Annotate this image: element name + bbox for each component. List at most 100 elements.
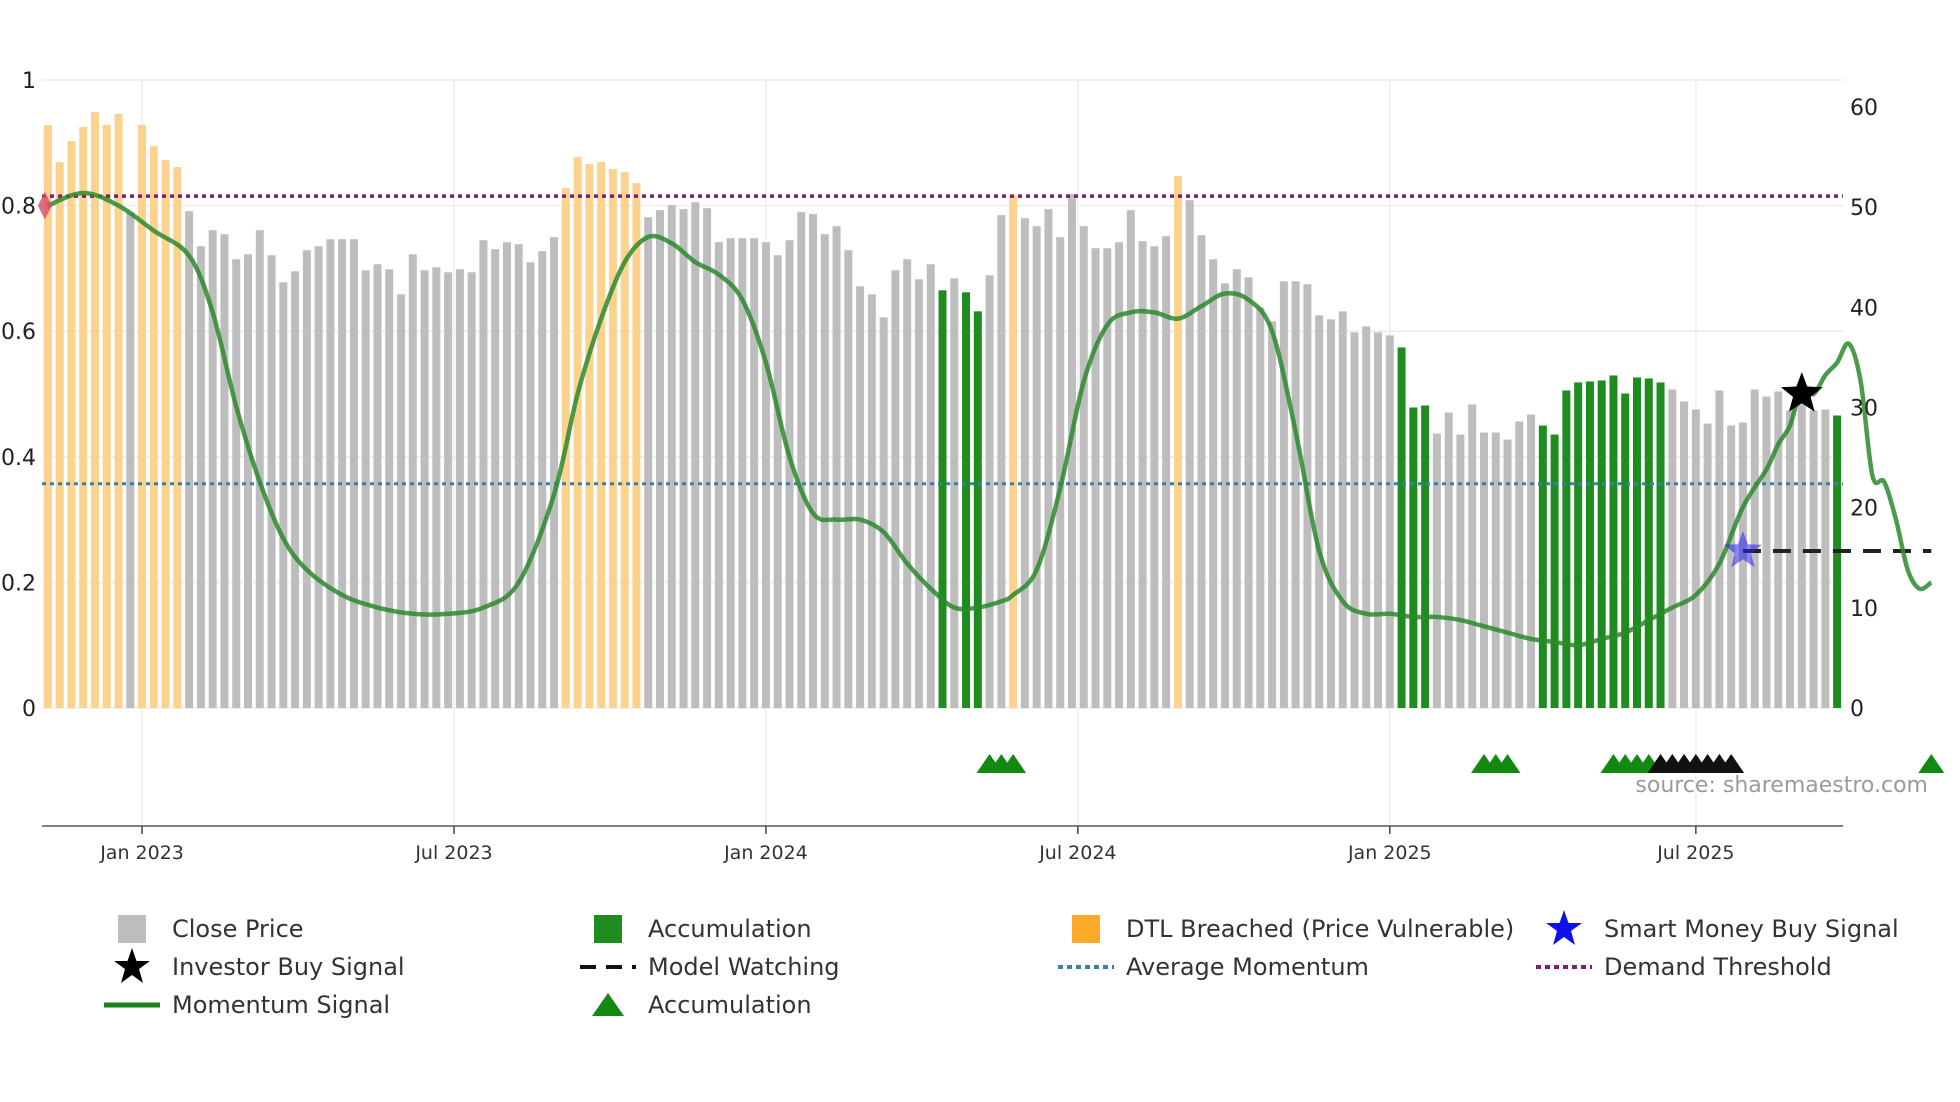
close-price-bar: [444, 272, 453, 708]
left-tick-label: 0.6: [1, 320, 36, 345]
close-price-bar: [820, 234, 829, 708]
close-price-bar: [773, 255, 782, 708]
reference-lines: [42, 194, 1932, 553]
signal-markers: [37, 191, 1945, 773]
dtl-breached-bar: [597, 162, 606, 708]
close-price-bar: [538, 251, 547, 709]
close-price-bar: [1786, 410, 1795, 708]
legend-model-watching-label: Model Watching: [648, 953, 840, 981]
legend-investor-buy-label: Investor Buy Signal: [172, 953, 405, 981]
close-price-bar: [455, 269, 464, 708]
close-price-bar: [514, 244, 523, 708]
close-price-bar: [208, 230, 217, 708]
close-price-bar: [1503, 439, 1512, 708]
smart-money-buy-star: [1723, 531, 1762, 568]
dtl-breached-bar: [55, 162, 64, 708]
close-price-bar: [926, 264, 935, 708]
close-price-bar: [1185, 200, 1194, 708]
close-price-bar: [279, 282, 288, 708]
close-price-bar: [1527, 414, 1536, 708]
blue-star-icon: [1546, 910, 1582, 945]
dtl-breached-swatch: [1072, 915, 1100, 943]
source-label: source: sharemaestro.com: [1635, 773, 1928, 798]
close-price-bar: [950, 278, 959, 708]
close-price-bar: [255, 230, 264, 708]
investor-buy-star: [1780, 372, 1823, 412]
close-price-bar: [467, 272, 476, 708]
close-price-bar: [1020, 218, 1029, 708]
close-price-bars: [43, 112, 1842, 709]
dtl-breached-bar: [632, 183, 641, 709]
close-price-bar: [1338, 311, 1347, 708]
x-tick-label: Jan 2025: [1347, 842, 1432, 864]
accumulation-swatch: [594, 915, 622, 943]
close-price-bar: [1221, 283, 1230, 708]
close-price-bar: [1056, 237, 1065, 708]
momentum-signal-layer: [47, 190, 1933, 648]
green-line-icon: [104, 1002, 160, 1008]
dtl-breached-bar: [161, 160, 170, 709]
close-price-bar: [1432, 433, 1441, 708]
close-price-bar: [220, 234, 229, 708]
legend-demand-threshold-label: Demand Threshold: [1604, 953, 1832, 981]
dtl-breached-bar: [1009, 195, 1018, 708]
close-price-bar: [1456, 434, 1465, 708]
close-price-bar: [1350, 332, 1359, 708]
close-price-bar: [691, 202, 700, 709]
close-price-bar: [408, 254, 417, 708]
close-price-bar: [667, 205, 676, 708]
close-price-bar: [196, 246, 205, 708]
legend-accumulation-marker-label: Accumulation: [648, 991, 812, 1019]
close-price-bar: [243, 254, 252, 708]
close-price-bar: [655, 210, 664, 708]
close-price-bar: [1091, 248, 1100, 709]
close-price-bar: [1668, 389, 1677, 708]
legend-dtl-breached: DTL Breached (Price Vulnerable): [1046, 912, 1514, 946]
accumulation-bar: [1621, 393, 1630, 708]
close-price-bar: [491, 249, 500, 708]
dtl-breached-bar: [585, 164, 594, 709]
close-price-bar: [267, 255, 276, 708]
left-tick-label: 0.8: [1, 195, 36, 220]
dtl-breached-bar: [573, 157, 582, 709]
legend-average-momentum: Average Momentum: [1046, 950, 1369, 984]
close-price-bar: [714, 242, 723, 708]
close-price-bar: [502, 242, 511, 708]
left-tick-label: 1: [22, 69, 36, 94]
close-price-bar: [761, 242, 770, 708]
legend-close-price: Close Price: [92, 912, 304, 946]
close-price-bar: [997, 215, 1006, 708]
dtl-breached-bar: [608, 169, 617, 708]
accumulation-triangle: [1918, 754, 1945, 773]
close-price-bar: [385, 269, 394, 708]
close-price-bar: [1444, 412, 1453, 708]
accumulation-bar: [1397, 347, 1406, 708]
close-price-bar: [361, 270, 370, 708]
green-triangle-icon: [592, 993, 624, 1016]
dotted-blue-line-icon: [1058, 965, 1114, 969]
close-price-bar: [1044, 209, 1053, 709]
close-price-bar: [1515, 421, 1524, 708]
investor-triangle: [1718, 754, 1745, 773]
accumulation-bar: [1538, 425, 1547, 708]
accumulation-bar: [1597, 380, 1606, 708]
close-price-bar: [397, 294, 406, 708]
close-price-bar: [703, 208, 712, 708]
close-price-bar: [644, 217, 653, 708]
dtl-breached-bar: [90, 112, 99, 709]
left-tick-label: 0: [22, 697, 36, 722]
close-price-bar: [314, 246, 323, 708]
close-price-bar: [1197, 235, 1206, 709]
close-price-bar: [185, 211, 194, 708]
close-price-bar: [338, 239, 347, 708]
legend-momentum-signal: Momentum Signal: [92, 988, 390, 1022]
close-price-bar: [832, 226, 841, 708]
close-price-bar: [1079, 226, 1088, 708]
momentum-signal-line: [47, 190, 1933, 648]
close-price-bar: [985, 275, 994, 708]
right-tick-label: 30: [1850, 397, 1878, 422]
x-tick-label: Jul 2025: [1656, 842, 1734, 864]
close-price-bar: [126, 212, 135, 709]
accumulation-bar: [1833, 415, 1842, 708]
